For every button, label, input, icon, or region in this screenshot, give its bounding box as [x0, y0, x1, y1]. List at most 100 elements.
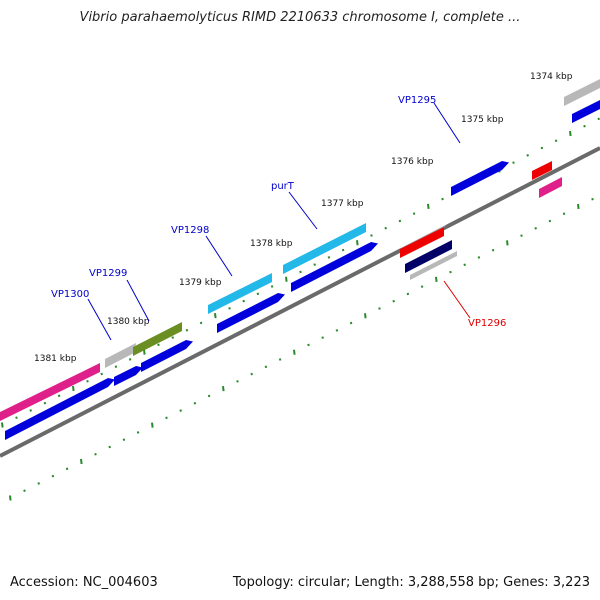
- gene-label-purt[interactable]: purT: [271, 181, 295, 192]
- map-title: Vibrio parahaemolyticus RIMD 2210633 chr…: [79, 10, 521, 25]
- lower-row-tick: [506, 240, 509, 246]
- lower-row-tick: [520, 234, 523, 237]
- gene-label-vp1296[interactable]: VP1296: [468, 318, 506, 329]
- kbp-label-1380: 1380 kbp: [107, 317, 150, 327]
- lower-row-tick: [307, 343, 310, 347]
- gene-blocks: [0, 77, 600, 440]
- gene-labels: VP1295 purT VP1298 VP1299 VP1300 VP1296: [51, 95, 506, 329]
- upper-row-tick: [114, 365, 118, 368]
- kbp-label-1377: 1377 kbp: [321, 199, 364, 209]
- upper-row-tick: [57, 394, 61, 398]
- lower-row-tick: [278, 358, 282, 361]
- upper-row-tick: [554, 139, 558, 143]
- upper-row-tick: [242, 299, 245, 303]
- upper-row-tick: [299, 270, 302, 274]
- lower-row-tick: [491, 248, 495, 252]
- lower-row-tick: [435, 276, 438, 282]
- lower-row-tick: [65, 467, 69, 471]
- upper-row-tick: [285, 276, 288, 282]
- gene-block-vp1299: [133, 322, 182, 356]
- cds-block: [114, 366, 143, 386]
- upper-row-tick: [370, 234, 373, 237]
- gene-label-vp1298[interactable]: VP1298: [171, 225, 209, 236]
- upper-row-tick: [327, 256, 331, 259]
- upper-row-tick: [427, 203, 430, 209]
- lower-row-tick: [392, 299, 395, 303]
- cds-block-top: [217, 290, 281, 324]
- gene-block-vp1299-top: [133, 319, 185, 347]
- lower-row-tick: [463, 263, 466, 267]
- upper-row-tick: [341, 248, 345, 252]
- genome-summary-text: Topology: circular; Length: 3,288,558 bp…: [232, 575, 590, 590]
- lower-row-tick: [364, 313, 367, 319]
- gene-label-vp1300[interactable]: VP1300: [51, 289, 89, 300]
- upper-row-tick: [356, 240, 359, 246]
- kbp-label-1375: 1375 kbp: [461, 115, 504, 125]
- upper-row-tick: [583, 124, 586, 128]
- lower-row-tick: [9, 495, 12, 501]
- cds-block: [291, 242, 378, 292]
- lower-row-tick: [193, 401, 197, 405]
- upper-row-tick: [86, 379, 89, 383]
- cds-block-top: [114, 363, 139, 377]
- lower-row-tick: [136, 431, 140, 434]
- lower-row-tick: [477, 256, 481, 259]
- cds-block: [217, 293, 285, 333]
- gene-block-purt: [283, 223, 366, 274]
- gene-block-vp1296-strand: [405, 240, 452, 273]
- cds-block: [141, 340, 193, 372]
- gene-block-vp1296-gray-top: [410, 248, 460, 275]
- gene-block-vp1298-top: [208, 270, 275, 305]
- lower-row-tick: [378, 307, 381, 310]
- upper-row-tick: [43, 401, 47, 405]
- upper-row-tick: [412, 212, 416, 215]
- lower-row-tick: [349, 321, 353, 325]
- lower-row-tick: [449, 270, 452, 274]
- lower-row-tick: [179, 409, 182, 412]
- lower-row-tick: [562, 212, 566, 216]
- lower-row-tick: [250, 372, 253, 376]
- upper-row-tick: [157, 343, 160, 347]
- cds-block-top: [141, 337, 189, 363]
- tick-rows: [1, 117, 600, 501]
- upper-row-tick: [569, 130, 572, 137]
- lower-row-tick: [207, 394, 211, 398]
- upper-row-tick: [128, 358, 132, 361]
- gene-block-pink-small-top: [539, 174, 565, 189]
- gene-block-1374: [564, 79, 600, 106]
- gene-block-red-small-top: [532, 158, 555, 171]
- gene-label-leaders: [87, 102, 471, 341]
- gene-block-red-small: [532, 161, 552, 180]
- gene-label-vp1299[interactable]: VP1299: [89, 268, 127, 279]
- lower-row-tick: [577, 203, 580, 210]
- upper-row-tick: [398, 219, 402, 223]
- upper-row-tick: [540, 146, 544, 150]
- lower-row-tick: [51, 474, 55, 478]
- upper-row-tick: [313, 263, 316, 266]
- cds-block: [451, 161, 509, 196]
- upper-row-tick: [384, 226, 387, 230]
- accession-text: Accession: NC_004603: [10, 575, 158, 590]
- kbp-label-1374: 1374 kbp: [530, 72, 573, 82]
- upper-row-tick: [526, 154, 529, 157]
- gene-block-vp1296-strand-top: [405, 237, 455, 264]
- upper-row-tick: [72, 385, 75, 392]
- upper-row-tick: [185, 328, 189, 332]
- upper-row-tick: [228, 307, 231, 310]
- gene-block-vp1296-gray: [410, 251, 457, 280]
- kbp-label-1378: 1378 kbp: [250, 239, 293, 249]
- gene-label-vp1295[interactable]: VP1295: [398, 95, 436, 106]
- kbp-labels: 1374 kbp 1375 kbp 1376 kbp 1377 kbp 1378…: [34, 72, 573, 364]
- kbp-label-1381: 1381 kbp: [34, 354, 77, 364]
- cds-block-top: [291, 239, 374, 283]
- lower-row-tick: [293, 349, 296, 355]
- lower-row-tick: [151, 422, 154, 428]
- gene-block-pink-small: [539, 177, 562, 198]
- upper-row-tick: [214, 313, 217, 319]
- cds-block: [5, 378, 115, 440]
- gene-block-vp1296: [400, 227, 444, 258]
- gene-block-purt-top: [283, 220, 369, 265]
- cds-block-top: [5, 375, 111, 431]
- lower-row-tick: [420, 285, 424, 288]
